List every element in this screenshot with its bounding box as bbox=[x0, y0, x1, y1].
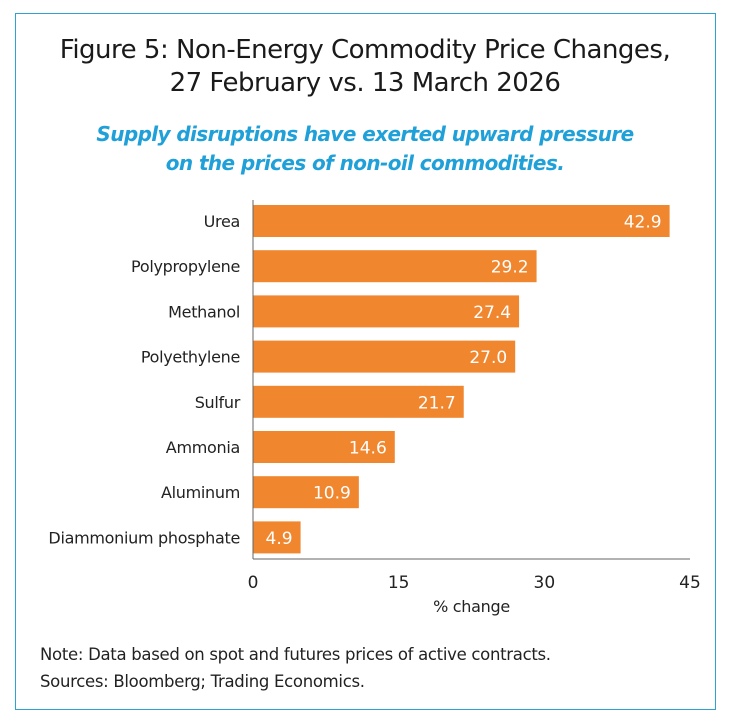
x-tick-label: 0 bbox=[248, 573, 259, 593]
category-label: Ammonia bbox=[166, 438, 240, 457]
value-label: 14.6 bbox=[349, 439, 387, 459]
title-line-2: 27 February vs. 13 March 2026 bbox=[169, 68, 561, 98]
value-label: 42.9 bbox=[624, 213, 662, 233]
category-label: Diammonium phosphate bbox=[48, 528, 240, 547]
value-label: 27.0 bbox=[469, 348, 507, 368]
bar bbox=[253, 340, 516, 373]
bar bbox=[253, 385, 464, 418]
category-label: Polyethylene bbox=[141, 348, 240, 367]
x-tick-label: 45 bbox=[679, 573, 701, 593]
notes: Note: Data based on spot and futures pri… bbox=[40, 641, 551, 695]
bar bbox=[253, 250, 537, 283]
category-label: Methanol bbox=[168, 302, 240, 321]
x-tick-label: 30 bbox=[534, 573, 556, 593]
subtitle-line-2: on the prices of non-oil commodities. bbox=[165, 151, 565, 175]
value-label: 29.2 bbox=[491, 258, 529, 278]
bar bbox=[253, 205, 670, 237]
x-tick-label: 15 bbox=[388, 573, 410, 593]
chart-subtitle: Supply disruptions have exerted upward p… bbox=[0, 120, 730, 178]
figure-frame bbox=[15, 13, 716, 710]
category-label: Aluminum bbox=[161, 483, 240, 502]
note-text: Note: Data based on spot and futures pri… bbox=[40, 645, 551, 664]
bar bbox=[253, 295, 520, 328]
value-label: 27.4 bbox=[473, 303, 511, 323]
title-line-1: Figure 5: Non-Energy Commodity Price Cha… bbox=[59, 35, 671, 65]
sources-text: Sources: Bloomberg; Trading Economics. bbox=[40, 672, 365, 691]
value-label: 21.7 bbox=[418, 393, 456, 413]
category-label: Urea bbox=[204, 212, 240, 231]
category-label: Sulfur bbox=[195, 393, 241, 412]
bar bbox=[253, 476, 359, 509]
x-axis-label: % change bbox=[433, 597, 510, 616]
subtitle-line-1: Supply disruptions have exerted upward p… bbox=[96, 122, 634, 146]
value-label: 4.9 bbox=[266, 529, 293, 549]
bar bbox=[253, 521, 301, 554]
bar bbox=[253, 431, 395, 463]
category-label: Polypropylene bbox=[131, 257, 240, 276]
chart-title: Figure 5: Non-Energy Commodity Price Cha… bbox=[0, 34, 730, 100]
value-label: 10.9 bbox=[313, 484, 351, 504]
